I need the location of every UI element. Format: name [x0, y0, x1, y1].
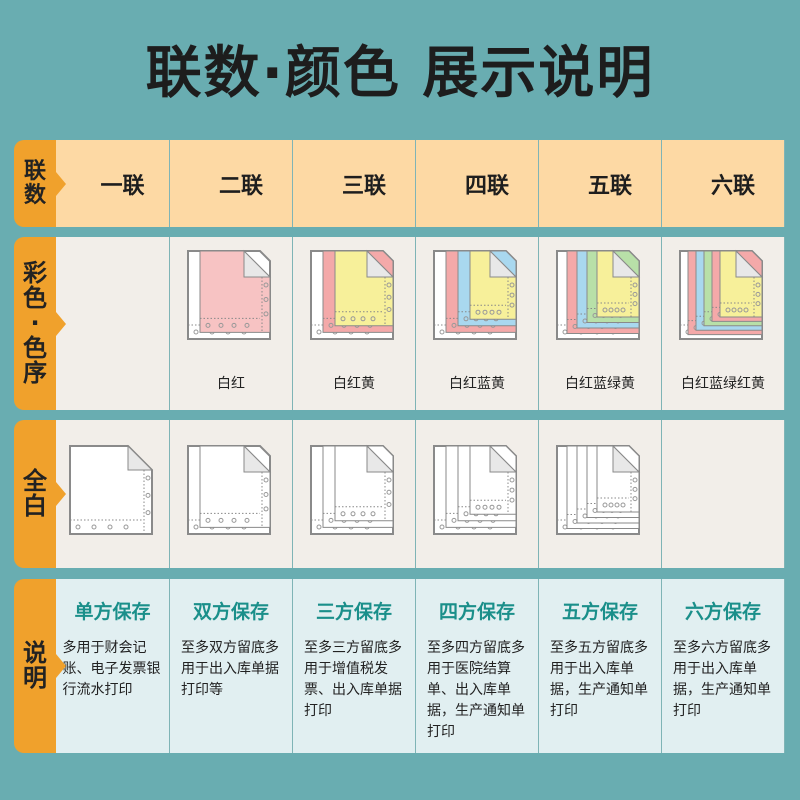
count-4: 四联 — [416, 140, 539, 227]
count-6: 六联 — [662, 140, 785, 227]
paper-stack-icon — [556, 249, 641, 340]
desc-title: 六方保存 — [684, 601, 761, 623]
desc-text: 至多双方留底多用于出入库单据打印等 — [181, 640, 279, 698]
desc-cell: 三方保存至多三方留底多用于增值税发票、出入库单据打印 — [293, 579, 416, 753]
paper-sheet — [68, 444, 153, 535]
desc-title: 五方保存 — [561, 601, 638, 623]
paper-stack-icon — [679, 249, 764, 340]
label-count: 联数 — [14, 140, 66, 227]
paper-stack-icon — [433, 249, 518, 340]
paper-sheet — [469, 249, 518, 320]
color-cell: 白红蓝黄 — [416, 237, 539, 410]
desc-title: 四方保存 — [438, 601, 515, 623]
color-cell: 白红 — [170, 237, 293, 410]
paper-stack-icon — [433, 444, 518, 535]
color-order: 白红 — [217, 376, 245, 392]
desc-cell: 双方保存至多双方留底多用于出入库单据打印等 — [170, 579, 293, 753]
label-desc: 说明 — [14, 579, 66, 753]
paper-sheet — [596, 444, 641, 513]
white-cell — [56, 420, 170, 568]
color-order: 白红蓝绿黄 — [565, 376, 635, 392]
white-cell — [662, 420, 785, 568]
color-order: 白红蓝黄 — [449, 376, 505, 392]
paper-stack-icon — [310, 444, 395, 535]
count-3: 三联 — [293, 140, 416, 227]
color-cell: 白红蓝绿黄 — [539, 237, 662, 410]
color-order: 白红蓝绿红黄 — [681, 376, 765, 392]
paper-sheet — [199, 444, 272, 528]
white-cell — [170, 420, 293, 568]
desc-title: 单方保存 — [74, 601, 151, 623]
label-color: 彩色·色序 — [14, 237, 66, 410]
desc-text: 至多三方留底多用于增值税发票、出入库单据打印 — [304, 640, 402, 719]
row-desc: 说明 单方保存多用于财会记账、电子发票银行流水打印 双方保存至多双方留底多用于出… — [14, 579, 800, 753]
paper-stack-icon — [556, 444, 641, 535]
paper-stack-icon — [187, 249, 272, 340]
color-cell: 白红蓝绿红黄 — [662, 237, 785, 410]
white-cell — [539, 420, 662, 568]
paper-sheet — [596, 249, 641, 318]
paper-sheet — [334, 444, 395, 522]
desc-cell: 五方保存至多五方留底多用于出入库单据，生产通知单打印 — [539, 579, 662, 753]
paper-sheet — [334, 249, 395, 327]
desc-text: 至多六方留底多用于出入库单据，生产通知单打印 — [673, 640, 771, 719]
color-cell: 白红黄 — [293, 237, 416, 410]
paper-stack-icon — [310, 249, 395, 340]
row-color: 彩色·色序 白红 白红黄 白红蓝黄 白红蓝绿黄 白红蓝绿红黄 — [14, 237, 800, 410]
row-white: 全白 — [14, 420, 800, 568]
white-cell — [293, 420, 416, 568]
color-order: 白红黄 — [333, 376, 375, 392]
desc-cell: 单方保存多用于财会记账、电子发票银行流水打印 — [56, 579, 170, 753]
count-5: 五联 — [539, 140, 662, 227]
paper-sheet — [199, 249, 272, 333]
color-cell — [56, 237, 170, 410]
desc-text: 至多四方留底多用于医院结算单、出入库单据，生产通知单打印 — [427, 640, 525, 740]
desc-text: 多用于财会记账、电子发票银行流水打印 — [62, 640, 161, 698]
desc-text: 至多五方留底多用于出入库单据，生产通知单打印 — [550, 640, 648, 719]
paper-stack-icon — [68, 444, 153, 535]
paper-stack-icon — [187, 444, 272, 535]
paper-sheet — [469, 444, 518, 515]
white-cell — [416, 420, 539, 568]
desc-cell: 六方保存至多六方留底多用于出入库单据，生产通知单打印 — [662, 579, 785, 753]
row-count: 联数 一联 二联 三联 四联 五联 六联 — [14, 140, 800, 227]
count-1: 一联 — [56, 140, 170, 227]
label-white: 全白 — [14, 420, 66, 568]
desc-title: 双方保存 — [192, 601, 269, 623]
desc-cell: 四方保存至多四方留底多用于医院结算单、出入库单据，生产通知单打印 — [416, 579, 539, 753]
count-2: 二联 — [170, 140, 293, 227]
paper-sheet — [719, 249, 764, 318]
page-title: 联数·颜色 展示说明 — [145, 41, 655, 106]
desc-title: 三方保存 — [315, 601, 392, 623]
